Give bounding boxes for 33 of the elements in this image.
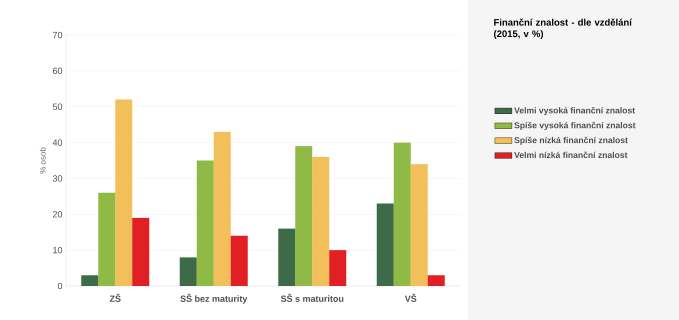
bar xyxy=(312,156,330,286)
bar xyxy=(410,164,428,286)
y-tick-label: 70 xyxy=(52,32,62,38)
bar xyxy=(376,204,394,286)
bar xyxy=(394,142,411,286)
bar xyxy=(329,250,346,286)
x-tick-label: SŠ s maturitou xyxy=(280,294,344,302)
bar xyxy=(295,146,312,286)
bar xyxy=(98,192,116,286)
legend-label: Spíše nízká finanční znalost xyxy=(514,136,628,145)
legend-label: Spíše vysoká finanční znalost xyxy=(514,122,636,130)
y-tick-label: 50 xyxy=(52,104,62,110)
bar xyxy=(81,275,98,286)
bar xyxy=(115,100,132,286)
y-tick-label: 30 xyxy=(52,175,62,182)
y-tick-label: 20 xyxy=(52,211,62,218)
bar xyxy=(214,132,231,286)
text: Finanční znalost - dle vzdělání (2015, v %) xyxy=(494,18,632,40)
y-tick-label: 40 xyxy=(52,139,62,146)
bar xyxy=(180,257,197,286)
bar xyxy=(428,275,445,286)
y-tick-label: 10 xyxy=(53,246,62,254)
bar xyxy=(196,160,214,286)
x-tick-label: SŠ bez maturity xyxy=(180,294,248,304)
bar xyxy=(132,218,150,286)
y-tick-label: 0 xyxy=(58,282,62,290)
x-tick-label: ZŠ xyxy=(110,294,121,302)
x-tick-label: VŠ xyxy=(404,294,416,302)
bar xyxy=(278,228,296,286)
bar xyxy=(230,236,248,286)
legend-label: Velmi vysoká finanční znalost xyxy=(514,106,635,116)
y-tick-label: 60 xyxy=(52,68,62,74)
legend-label: Velmi nízká finanční znalost xyxy=(514,152,628,158)
